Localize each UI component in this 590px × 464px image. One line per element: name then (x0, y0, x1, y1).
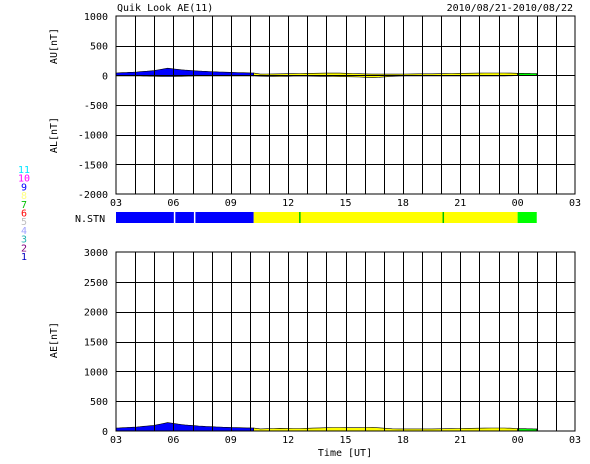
ae-xticks: 03 06 09 12 15 18 21 00 03 (110, 435, 581, 446)
au-al-xticks: 03 06 09 12 15 18 21 00 03 (110, 198, 581, 209)
ae-axis-label: AE[nT] (49, 322, 60, 358)
ae-ytick-label: 1500 (84, 338, 108, 349)
ae-xtick-label: 12 (282, 435, 294, 446)
station-legend-label: 11 (18, 165, 30, 176)
nstn-segment-green (517, 212, 537, 223)
au-al-yticks: 1000 500 0 -500 -1000 -1500 -2000 (78, 12, 108, 201)
au-al-ytick-label: -500 (84, 101, 108, 112)
nstn-panel: N.STN (75, 212, 537, 225)
station-legend-label: 9 (21, 182, 27, 193)
station-legend-label: 10 (18, 174, 30, 185)
ae-xtick-label: 15 (339, 435, 351, 446)
ae-xtick-label: 00 (512, 435, 524, 446)
au-al-xtick-label: 03 (569, 198, 581, 209)
au-axis-label: AU[nT] (49, 28, 60, 64)
au-al-xtick-label: 00 (512, 198, 524, 209)
au-al-xtick-label: 06 (167, 198, 179, 209)
ae-ytick-label: 500 (90, 397, 108, 408)
time-axis-label: Time [UT] (318, 448, 372, 459)
au-al-xtick-label: 03 (110, 198, 122, 209)
au-al-ytick-label: -1000 (78, 131, 108, 142)
ae-ytick-label: 0 (102, 427, 108, 438)
nstn-segment-blue (116, 212, 254, 223)
nstn-marker (299, 212, 301, 223)
au-al-xtick-label: 15 (339, 198, 351, 209)
ae-xtick-label: 21 (454, 435, 466, 446)
station-legend-label: 4 (21, 226, 27, 237)
nstn-bar (116, 212, 537, 223)
station-legend-label: 7 (21, 200, 27, 211)
station-legend-label: 5 (21, 217, 27, 228)
nstn-marker (442, 212, 445, 223)
nstn-label: N.STN (75, 214, 105, 225)
station-legend-label: 3 (21, 235, 27, 246)
station-legend-label: 8 (21, 191, 27, 202)
ae-xtick-label: 06 (167, 435, 179, 446)
ae-grid (115, 251, 576, 432)
al-axis-label: AL[nT] (49, 117, 60, 153)
au-al-ytick-label: -1500 (78, 160, 108, 171)
au-al-grid (115, 15, 576, 195)
ae-frame (115, 251, 576, 432)
station-legend-label: 1 (21, 252, 27, 263)
station-legend-label: 6 (21, 209, 27, 220)
ae-xtick-label: 09 (225, 435, 237, 446)
au-al-panel: 1000 500 0 -500 -1000 -1500 -2000 03 06 09 12 15 18… (49, 12, 581, 209)
au-al-ytick-label: 0 (102, 71, 108, 82)
au-al-xtick-label: 18 (397, 198, 409, 209)
au-al-xtick-label: 21 (454, 198, 466, 209)
au-al-ytick-label: 500 (90, 42, 108, 53)
ae-xtick-label: 03 (110, 435, 122, 446)
au-al-ytick-label: 1000 (84, 12, 108, 23)
nstn-marker (173, 212, 176, 223)
au-al-ytick-label: -2000 (78, 190, 108, 201)
ae-ytick-label: 2000 (84, 308, 108, 319)
ae-yticks: 3000 2500 2000 1500 1000 500 0 (84, 248, 108, 438)
ae-fill-blue (115, 422, 254, 432)
ae-ytick-label: 3000 (84, 248, 108, 259)
ae-fill-yellow (253, 427, 518, 432)
nstn-segment-yellow (253, 212, 518, 223)
au-al-xtick-label: 12 (282, 198, 294, 209)
nstn-marker (193, 212, 196, 223)
ae-xtick-label: 03 (569, 435, 581, 446)
figure-title: Quik Look AE(11) (117, 3, 213, 14)
date-range: 2010/08/21-2010/08/22 (447, 3, 573, 14)
au-al-xtick-label: 09 (225, 198, 237, 209)
station-legend-label: 2 (21, 243, 27, 254)
ae-xtick-label: 18 (397, 435, 409, 446)
ae-ytick-label: 2500 (84, 278, 108, 289)
ae-ytick-label: 1000 (84, 367, 108, 378)
